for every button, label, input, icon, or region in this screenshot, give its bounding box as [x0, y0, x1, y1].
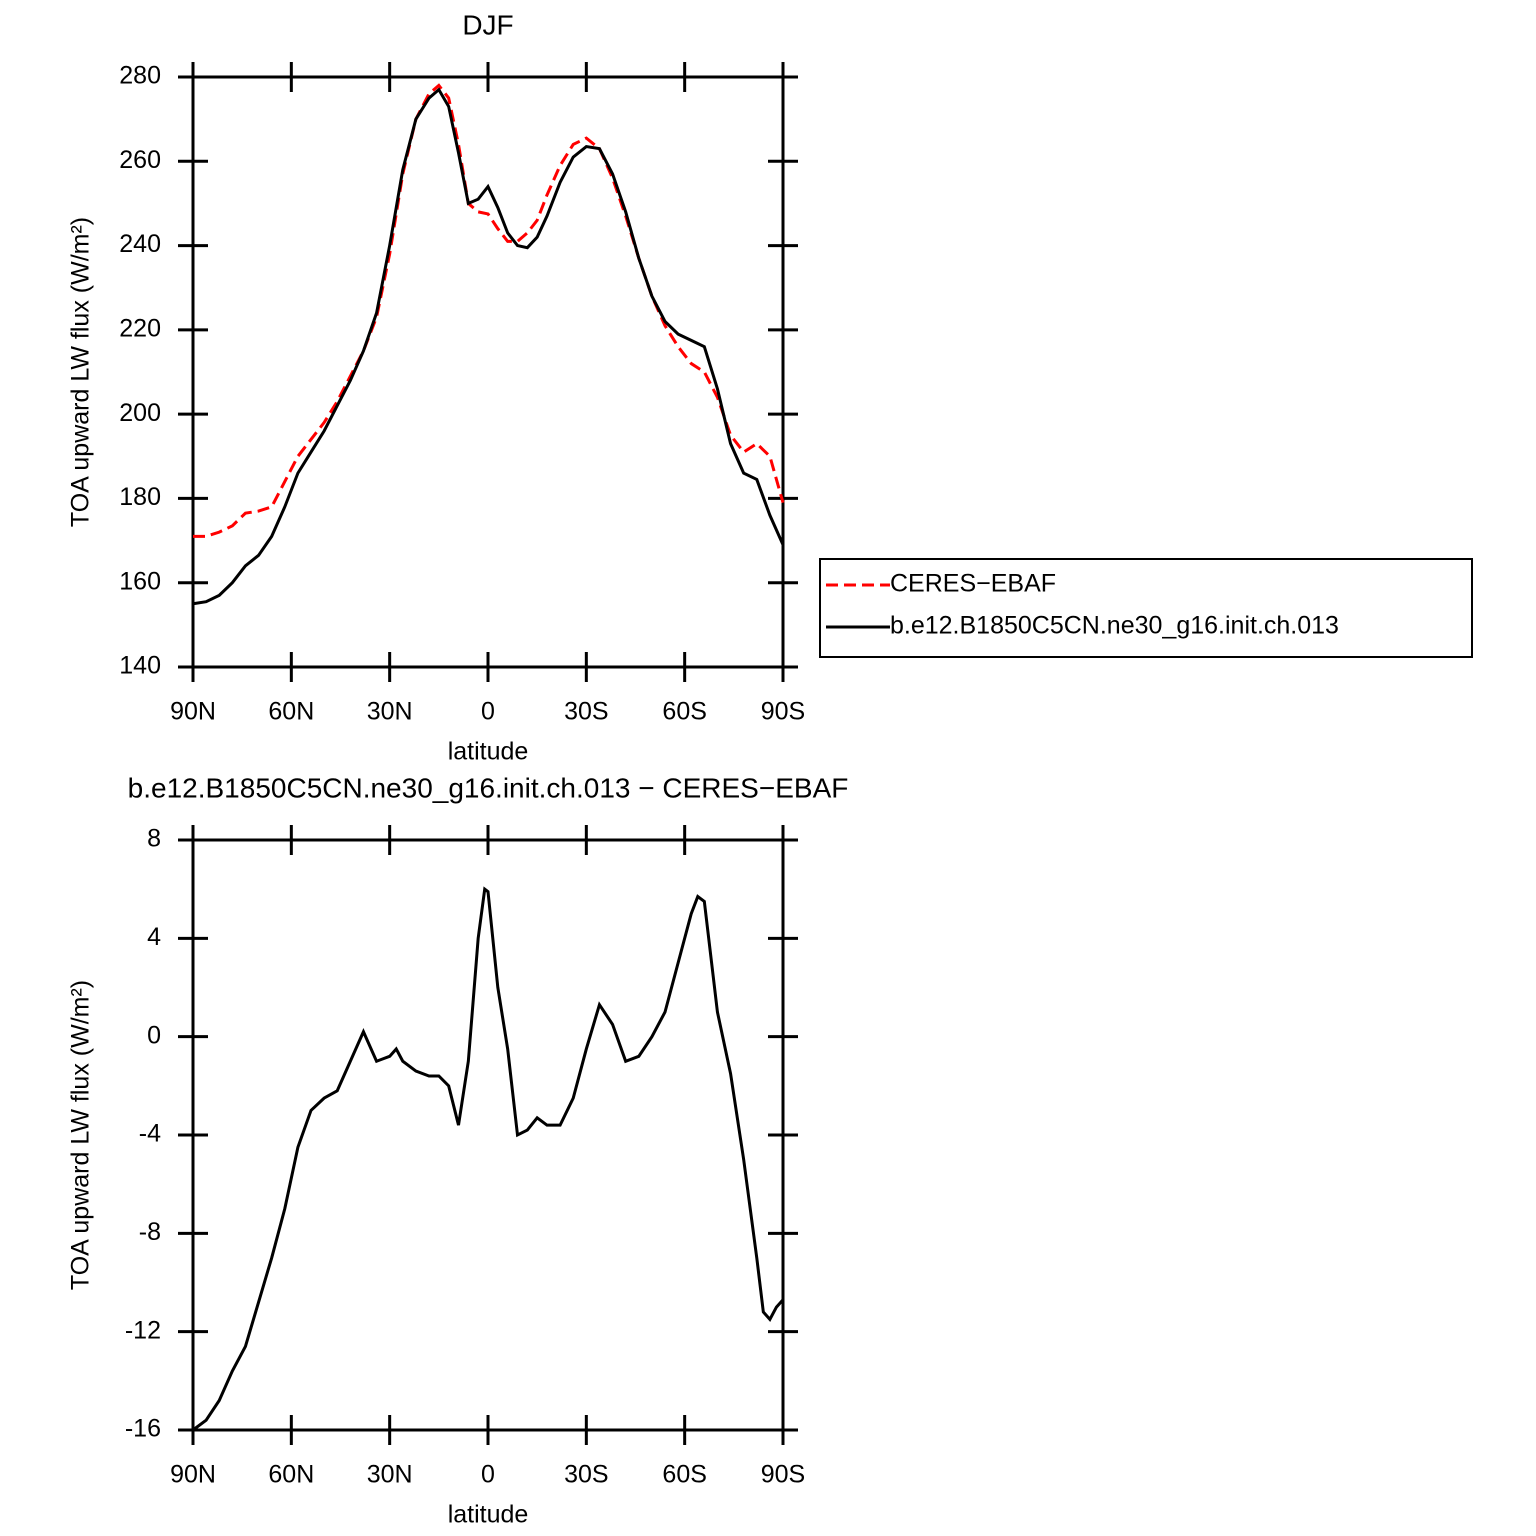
x-tick-label: 30S [564, 698, 608, 726]
chart-title: b.e12.B1850C5CN.ne30_g16.init.ch.013 − C… [128, 772, 849, 803]
x-tick-label: 60S [662, 698, 706, 726]
x-tick-label: 60N [268, 1461, 314, 1489]
plot-frame [191, 838, 785, 1432]
x-tick-label: 0 [481, 1461, 495, 1489]
legend-box [819, 558, 1473, 658]
x-tick-label: 0 [481, 698, 495, 726]
legend-label: CERES−EBAF [890, 570, 1056, 598]
y-tick-label: 280 [119, 62, 161, 90]
data-line [193, 83, 785, 538]
y-tick-label: -12 [125, 1316, 161, 1344]
plot-frame [191, 75, 785, 669]
y-tick-label: -4 [139, 1120, 161, 1148]
x-tick-label: 60N [268, 698, 314, 726]
y-tick-label: 220 [119, 314, 161, 342]
x-tick-label: 30N [367, 1461, 413, 1489]
x-tick-label: 60S [662, 1461, 706, 1489]
y-tick-label: -16 [125, 1415, 161, 1443]
x-tick-label: 90S [761, 1461, 805, 1489]
legend-label: b.e12.B1850C5CN.ne30_g16.init.ch.013 [890, 612, 1339, 640]
y-tick-label: 8 [147, 825, 161, 853]
y-tick-label: 0 [147, 1021, 161, 1049]
x-tick-label: 90S [761, 698, 805, 726]
y-tick-label: 240 [119, 230, 161, 258]
x-axis-label: latitude [448, 738, 529, 766]
y-axis-label: TOA upward LW flux (W/m²) [67, 980, 95, 1290]
x-tick-label: 90N [170, 698, 216, 726]
data-line [192, 87, 785, 606]
chart-title: DJF [462, 9, 513, 40]
y-tick-label: 180 [119, 483, 161, 511]
y-axis-label: TOA upward LW flux (W/m²) [67, 217, 95, 527]
y-tick-label: 260 [119, 146, 161, 174]
x-tick-label: 90N [170, 1461, 216, 1489]
data-line [192, 886, 785, 1432]
x-tick-label: 30S [564, 1461, 608, 1489]
y-tick-label: 160 [119, 567, 161, 595]
x-tick-label: 30N [367, 698, 413, 726]
y-tick-label: 140 [119, 652, 161, 680]
y-tick-label: 4 [147, 923, 161, 951]
y-tick-label: 200 [119, 399, 161, 427]
x-axis-label: latitude [448, 1501, 529, 1529]
y-tick-label: -8 [139, 1218, 161, 1246]
